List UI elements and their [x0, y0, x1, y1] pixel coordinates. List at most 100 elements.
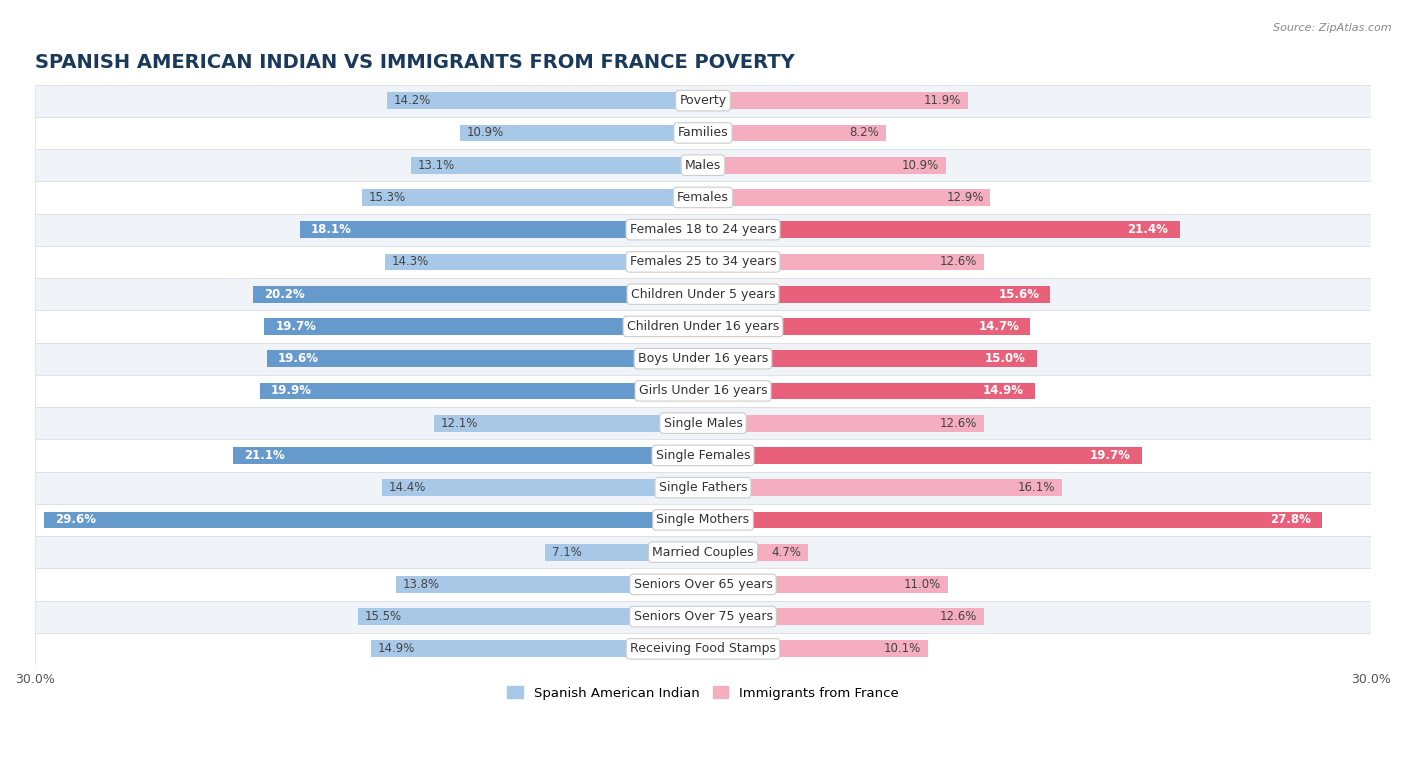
Bar — [703, 221, 1180, 238]
FancyBboxPatch shape — [35, 310, 1371, 343]
Text: 14.2%: 14.2% — [394, 94, 430, 107]
FancyBboxPatch shape — [35, 504, 1371, 536]
Legend: Spanish American Indian, Immigrants from France: Spanish American Indian, Immigrants from… — [502, 681, 904, 705]
Bar — [460, 124, 703, 141]
Bar — [264, 318, 703, 335]
Text: 20.2%: 20.2% — [264, 288, 305, 301]
Bar — [359, 608, 703, 625]
Bar — [703, 92, 967, 109]
Bar — [703, 157, 946, 174]
Text: 14.9%: 14.9% — [378, 642, 415, 656]
Bar — [703, 318, 1031, 335]
Bar — [703, 124, 886, 141]
Text: Poverty: Poverty — [679, 94, 727, 107]
FancyBboxPatch shape — [35, 374, 1371, 407]
Text: 14.9%: 14.9% — [983, 384, 1024, 397]
FancyBboxPatch shape — [35, 278, 1371, 310]
FancyBboxPatch shape — [35, 633, 1371, 665]
Text: 21.4%: 21.4% — [1128, 223, 1168, 236]
Bar — [433, 415, 703, 431]
Text: 10.9%: 10.9% — [901, 158, 939, 171]
Bar — [703, 253, 984, 271]
Text: 19.7%: 19.7% — [276, 320, 316, 333]
Bar — [44, 512, 703, 528]
Text: 19.7%: 19.7% — [1090, 449, 1130, 462]
Bar — [253, 286, 703, 302]
Text: SPANISH AMERICAN INDIAN VS IMMIGRANTS FROM FRANCE POVERTY: SPANISH AMERICAN INDIAN VS IMMIGRANTS FR… — [35, 53, 794, 72]
Bar — [703, 608, 984, 625]
Text: 4.7%: 4.7% — [770, 546, 801, 559]
FancyBboxPatch shape — [35, 181, 1371, 214]
Bar — [382, 479, 703, 496]
Bar — [412, 157, 703, 174]
Bar — [395, 576, 703, 593]
Text: 8.2%: 8.2% — [849, 127, 879, 139]
Text: Females 25 to 34 years: Females 25 to 34 years — [630, 255, 776, 268]
Text: 14.4%: 14.4% — [389, 481, 426, 494]
FancyBboxPatch shape — [35, 471, 1371, 504]
Text: Children Under 16 years: Children Under 16 years — [627, 320, 779, 333]
FancyBboxPatch shape — [35, 117, 1371, 149]
Text: 12.6%: 12.6% — [939, 610, 977, 623]
Text: Source: ZipAtlas.com: Source: ZipAtlas.com — [1274, 23, 1392, 33]
Text: 13.8%: 13.8% — [402, 578, 440, 591]
Text: Single Females: Single Females — [655, 449, 751, 462]
Text: Children Under 5 years: Children Under 5 years — [631, 288, 775, 301]
Text: 11.9%: 11.9% — [924, 94, 962, 107]
Text: 10.1%: 10.1% — [884, 642, 921, 656]
Text: 13.1%: 13.1% — [418, 158, 456, 171]
FancyBboxPatch shape — [35, 149, 1371, 181]
Bar — [703, 512, 1322, 528]
FancyBboxPatch shape — [35, 85, 1371, 117]
FancyBboxPatch shape — [35, 214, 1371, 246]
Text: 14.3%: 14.3% — [391, 255, 429, 268]
Text: 27.8%: 27.8% — [1270, 513, 1310, 526]
Bar — [703, 383, 1035, 399]
Text: 15.6%: 15.6% — [998, 288, 1039, 301]
Text: Single Males: Single Males — [664, 417, 742, 430]
Bar — [703, 350, 1038, 367]
Text: 18.1%: 18.1% — [311, 223, 352, 236]
Text: 16.1%: 16.1% — [1018, 481, 1054, 494]
Text: 15.0%: 15.0% — [986, 352, 1026, 365]
Bar — [546, 543, 703, 560]
Text: 10.9%: 10.9% — [467, 127, 505, 139]
Bar — [703, 543, 807, 560]
Bar — [703, 189, 990, 206]
Bar — [267, 350, 703, 367]
Bar — [371, 641, 703, 657]
Text: 19.9%: 19.9% — [271, 384, 312, 397]
Text: Boys Under 16 years: Boys Under 16 years — [638, 352, 768, 365]
Text: 21.1%: 21.1% — [245, 449, 285, 462]
Bar — [363, 189, 703, 206]
Text: 15.3%: 15.3% — [368, 191, 406, 204]
Bar — [299, 221, 703, 238]
Bar — [385, 253, 703, 271]
Bar — [703, 286, 1050, 302]
Text: Married Couples: Married Couples — [652, 546, 754, 559]
FancyBboxPatch shape — [35, 246, 1371, 278]
FancyBboxPatch shape — [35, 440, 1371, 471]
Bar — [703, 641, 928, 657]
FancyBboxPatch shape — [35, 568, 1371, 600]
FancyBboxPatch shape — [35, 343, 1371, 374]
Bar — [703, 576, 948, 593]
Text: Males: Males — [685, 158, 721, 171]
Text: 12.6%: 12.6% — [939, 417, 977, 430]
Text: 15.5%: 15.5% — [364, 610, 402, 623]
Bar — [703, 415, 984, 431]
Text: 14.7%: 14.7% — [979, 320, 1019, 333]
Text: 12.1%: 12.1% — [440, 417, 478, 430]
FancyBboxPatch shape — [35, 600, 1371, 633]
Text: Families: Families — [678, 127, 728, 139]
Text: 12.6%: 12.6% — [939, 255, 977, 268]
Bar — [703, 479, 1062, 496]
FancyBboxPatch shape — [35, 536, 1371, 568]
FancyBboxPatch shape — [35, 407, 1371, 440]
Text: Single Fathers: Single Fathers — [659, 481, 747, 494]
Text: Females: Females — [678, 191, 728, 204]
Text: 29.6%: 29.6% — [55, 513, 96, 526]
Text: Seniors Over 75 years: Seniors Over 75 years — [634, 610, 772, 623]
Text: Girls Under 16 years: Girls Under 16 years — [638, 384, 768, 397]
Text: 12.9%: 12.9% — [946, 191, 984, 204]
